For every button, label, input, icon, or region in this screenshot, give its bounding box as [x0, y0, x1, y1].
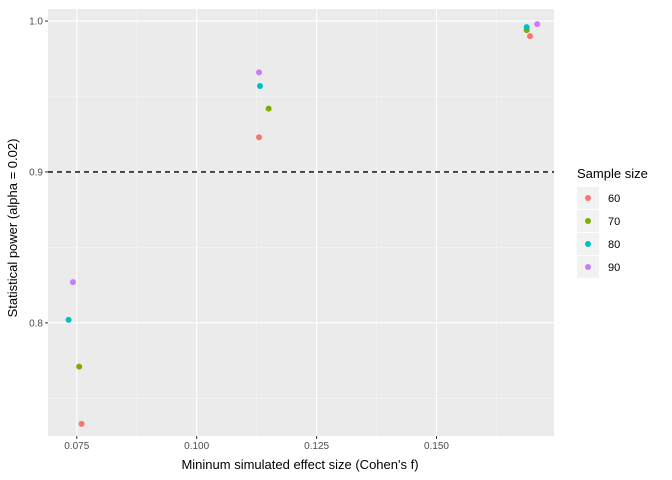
- legend-label-70: 70: [608, 216, 620, 228]
- legend-symbol-90: [585, 264, 591, 270]
- data-point-80: [523, 24, 530, 31]
- x-axis-ticks: 0.075 0.100 0.125 0.150: [64, 436, 449, 452]
- y-tick-label: 1.0: [29, 17, 43, 28]
- x-tick-label: 0.150: [424, 441, 449, 452]
- legend-symbol-60: [585, 195, 591, 201]
- legend-label-60: 60: [608, 193, 620, 205]
- legend: Sample size 60 70 80 90: [577, 166, 648, 278]
- plot-panel: [48, 9, 554, 436]
- data-points: [65, 21, 541, 427]
- data-point-60: [527, 33, 534, 40]
- x-tick-label: 0.100: [184, 441, 209, 452]
- data-point-60: [78, 420, 85, 427]
- data-point-60: [256, 134, 263, 141]
- x-axis-title: Mininum simulated effect size (Cohen's f…: [181, 457, 418, 472]
- y-axis-ticks: 0.8 0.9 1.0: [29, 17, 48, 329]
- data-point-70: [76, 363, 83, 370]
- y-tick-label: 0.8: [29, 318, 43, 329]
- data-point-90: [256, 69, 263, 76]
- legend-title: Sample size: [577, 166, 648, 181]
- legend-label-80: 80: [608, 239, 620, 251]
- legend-symbol-80: [585, 241, 591, 247]
- y-axis-title: Statistical power (alpha = 0.02): [5, 139, 20, 318]
- data-point-90: [534, 21, 541, 28]
- data-point-90: [69, 279, 76, 286]
- legend-label-90: 90: [608, 262, 620, 274]
- y-tick-label: 0.9: [29, 167, 43, 178]
- data-point-80: [256, 82, 263, 89]
- legend-symbol-70: [585, 218, 591, 224]
- x-tick-label: 0.125: [304, 441, 329, 452]
- data-point-70: [265, 105, 272, 112]
- data-point-80: [65, 316, 72, 323]
- x-tick-label: 0.075: [64, 441, 89, 452]
